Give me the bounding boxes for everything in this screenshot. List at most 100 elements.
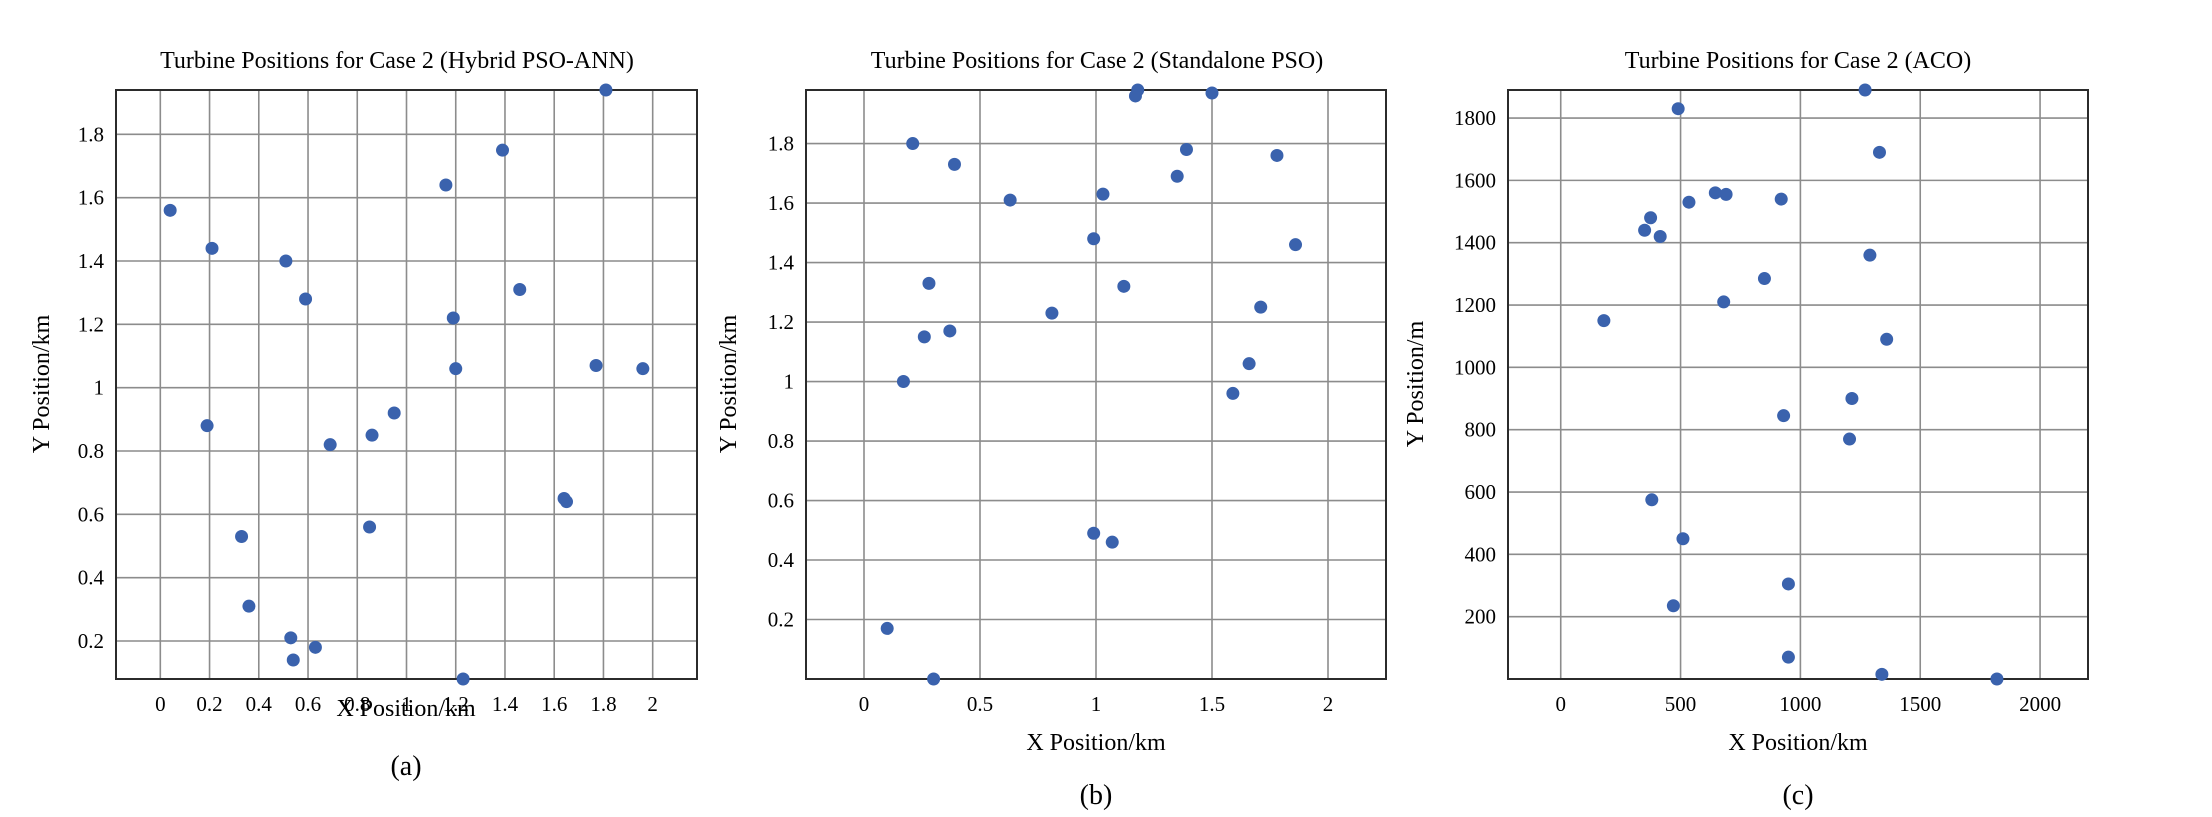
panel-a-turbine-point xyxy=(449,362,463,376)
panel-a-x-tick-label: 0.2 xyxy=(196,692,222,716)
panel-c-x-label: X Position/km xyxy=(1728,730,1868,756)
panel-c-x-tick-label: 0 xyxy=(1555,692,1566,716)
panel-b-turbine-point xyxy=(943,324,957,338)
panel-b-turbine-point xyxy=(922,276,936,290)
panel-b-x-tick-label: 1.5 xyxy=(1199,692,1225,716)
panel-c-plot-frame xyxy=(1507,89,2089,680)
panel-b: Turbine Positions for Case 2 (Standalone… xyxy=(716,48,1387,811)
panel-c-title: Turbine Positions for Case 2 (ACO) xyxy=(1625,48,1971,74)
panel-b-turbine-point xyxy=(1254,300,1268,314)
panel-c-y-tick-label: 1400 xyxy=(1454,231,1496,255)
panel-b-y-label: Y Position/km xyxy=(716,314,742,453)
panel-b-x-tick-label: 0 xyxy=(859,692,870,716)
panel-a-plot-frame xyxy=(115,89,698,680)
panel-a-turbine-point xyxy=(387,406,401,420)
panel-a-y-tick-label: 1.8 xyxy=(78,122,104,146)
panel-c-turbine-point xyxy=(1671,102,1685,116)
panel-c-turbine-point xyxy=(1880,332,1894,346)
panel-a-caption: (a) xyxy=(390,751,421,782)
panel-c-turbine-point xyxy=(1676,532,1690,546)
panel-a-turbine-point xyxy=(365,428,379,442)
panel-c-grid xyxy=(1508,90,2088,679)
panel-b-turbine-point xyxy=(906,137,920,151)
panel-c-turbine-point xyxy=(1863,248,1877,262)
panel-b-x-tick-label: 1 xyxy=(1091,692,1102,716)
panel-b-y-ticks: 0.2 0.4 0.6 0.8 1 1.2 1.4 1.6 1.8 xyxy=(768,132,795,632)
panel-c-turbine-point xyxy=(1644,211,1658,225)
panel-c-turbine-point xyxy=(1682,195,1696,209)
panel-b-turbine-point xyxy=(896,375,910,389)
panel-b-title: Turbine Positions for Case 2 (Standalone… xyxy=(871,48,1323,74)
panel-c-turbine-point xyxy=(1872,145,1886,159)
panel-c-x-tick-label: 2000 xyxy=(2019,692,2061,716)
panel-a-turbine-point xyxy=(242,599,256,613)
panel-a-y-tick-label: 1.2 xyxy=(78,312,104,336)
panel-b-x-tick-label: 2 xyxy=(1323,692,1334,716)
panel-a-y-label: Y Position/km xyxy=(29,314,55,453)
panel-c-y-tick-label: 1800 xyxy=(1454,106,1496,130)
panel-b-y-tick-label: 1.4 xyxy=(768,251,795,275)
panel-b-y-tick-label: 0.4 xyxy=(768,548,795,572)
panel-b-turbine-point xyxy=(1270,148,1284,162)
panel-b-turbine-point xyxy=(1170,169,1184,183)
panel-c-turbine-point xyxy=(1638,223,1652,237)
panel-c-x-tick-label: 1500 xyxy=(1899,692,1941,716)
panel-c-x-tick-label: 500 xyxy=(1665,692,1697,716)
panel-a-x-ticks: 0 0.2 0.4 0.6 0.8 1 1.2 1.4 1.6 1.8 2 xyxy=(155,692,658,716)
panel-b-turbine-point xyxy=(1087,232,1101,246)
panel-a-y-tick-label: 0.8 xyxy=(78,439,104,463)
panel-c-y-tick-label: 800 xyxy=(1465,418,1497,442)
panel-a-title: Turbine Positions for Case 2 (Hybrid PSO… xyxy=(160,48,634,74)
panel-c-y-tick-label: 200 xyxy=(1465,605,1497,629)
panel-b-x-ticks: 0 0.5 1 1.5 2 xyxy=(859,692,1334,716)
panel-a-turbine-point xyxy=(496,143,510,157)
panel-a-x-label: X Position/km xyxy=(336,696,476,722)
panel-a-turbine-point xyxy=(513,283,527,296)
panel-a-turbine-point xyxy=(589,359,603,372)
panel-b-x-tick-label: 0.5 xyxy=(967,692,993,716)
panel-a-turbine-point xyxy=(205,241,219,255)
panel-a-x-tick-label: 0.4 xyxy=(246,692,273,716)
panel-c-turbine-point xyxy=(1708,186,1722,200)
panel-c-turbine-point xyxy=(1781,650,1795,664)
panel-a-turbine-point xyxy=(599,83,613,97)
panel-b-turbine-point xyxy=(1117,279,1131,293)
panel-a-turbine-point xyxy=(456,672,470,686)
panel-a-x-tick-label: 0 xyxy=(155,692,166,716)
panel-b-y-tick-label: 1.6 xyxy=(768,191,794,215)
panel-b-turbine-point xyxy=(1087,526,1101,540)
panel-c-y-tick-label: 400 xyxy=(1465,542,1497,566)
panel-c-turbine-point xyxy=(1757,272,1771,286)
panel-c-points xyxy=(1597,83,2004,686)
panel-b-plot-frame xyxy=(805,89,1387,680)
panel-b-turbine-point xyxy=(1131,83,1145,97)
panel-a-turbine-point xyxy=(439,178,453,192)
panel-b-x-label: X Position/km xyxy=(1026,730,1166,756)
panel-c-y-tick-label: 1000 xyxy=(1454,355,1496,379)
panel-a-x-tick-label: 1.8 xyxy=(590,692,616,716)
panel-a-turbine-point xyxy=(284,631,298,645)
panel-a-turbine-point xyxy=(560,495,574,509)
panel-b-y-tick-label: 1.2 xyxy=(768,310,794,334)
panel-c-turbine-point xyxy=(1845,392,1859,406)
panel-c-turbine-point xyxy=(1875,667,1889,681)
panel-b-turbine-point xyxy=(927,672,941,686)
panel-a-grid xyxy=(116,90,697,679)
panel-a-x-tick-label: 2 xyxy=(647,692,658,716)
panel-a-turbine-point xyxy=(279,254,293,268)
panel-b-turbine-point xyxy=(1205,86,1219,100)
panel-b-y-tick-label: 0.8 xyxy=(768,429,794,453)
panel-a-turbine-point xyxy=(235,530,249,543)
panel-b-y-tick-label: 0.6 xyxy=(768,489,794,513)
panel-a-turbine-point xyxy=(163,203,177,217)
panel-c-x-tick-label: 1000 xyxy=(1779,692,1821,716)
panel-a-y-tick-label: 1 xyxy=(94,376,105,400)
panel-a-turbine-point xyxy=(636,362,650,376)
panel-b-turbine-point xyxy=(880,621,894,635)
panel-b-turbine-point xyxy=(1045,306,1059,320)
panel-c-y-tick-label: 600 xyxy=(1465,480,1497,504)
panel-a-turbine-point xyxy=(286,653,300,667)
panel-a-y-tick-label: 0.2 xyxy=(78,629,104,653)
panel-c-turbine-point xyxy=(1645,493,1659,507)
